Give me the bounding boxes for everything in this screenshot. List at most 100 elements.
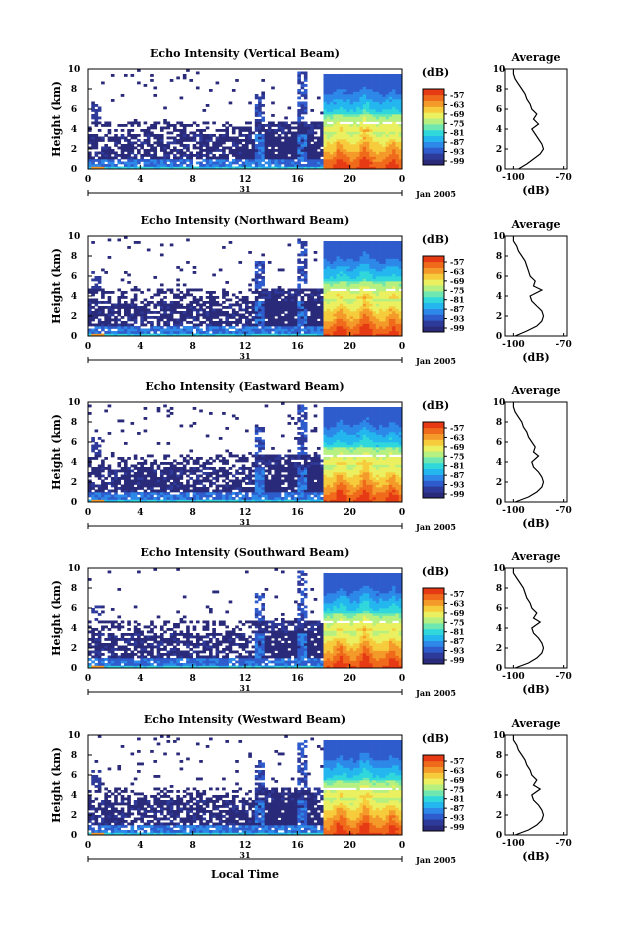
heatmap-cell xyxy=(297,79,301,82)
heatmap-cell xyxy=(379,309,383,312)
heatmap-cell xyxy=(317,309,321,312)
heatmap-cell xyxy=(373,107,377,110)
heatmap-cell xyxy=(242,149,246,152)
heatmap-cell xyxy=(137,475,141,478)
heatmap-cell xyxy=(108,311,112,314)
heatmap-cell xyxy=(238,314,242,317)
heatmap-cell xyxy=(157,410,161,413)
heatmap-cell xyxy=(274,289,278,292)
heatmap-cell xyxy=(369,259,373,262)
heatmap-cell xyxy=(196,162,200,165)
heatmap-cell xyxy=(157,162,161,165)
heatmap-cell xyxy=(88,472,92,475)
heatmap-cell xyxy=(176,470,180,473)
heatmap-cell xyxy=(170,326,174,329)
heatmap-cell xyxy=(98,129,102,132)
heatmap-cell xyxy=(356,139,360,142)
heatmap-cell xyxy=(376,142,380,145)
heatmap-cell xyxy=(271,289,275,292)
heatmap-cell xyxy=(301,147,305,150)
heatmap-cell xyxy=(333,134,337,137)
heatmap-cell xyxy=(193,132,197,135)
heatmap-cell xyxy=(386,249,390,252)
heatmap-cell xyxy=(222,475,226,478)
heatmap-cell xyxy=(163,467,167,470)
heatmap-cell xyxy=(373,261,377,264)
heatmap-cell xyxy=(137,309,141,312)
heatmap-cell xyxy=(366,147,370,150)
heatmap-cell xyxy=(297,124,301,127)
heatmap-cell xyxy=(343,316,347,319)
heatmap-cell xyxy=(337,241,341,244)
heatmap-cell xyxy=(245,157,249,160)
heatmap-cell xyxy=(366,264,370,267)
colorbar-unit: (dB) xyxy=(422,66,449,79)
heatmap-cell xyxy=(114,470,118,473)
heatmap-cell xyxy=(160,134,164,137)
heatmap-cell xyxy=(324,286,328,289)
heatmap-cell xyxy=(350,99,354,102)
heatmap-cell xyxy=(258,329,262,332)
heatmap-cell xyxy=(271,299,275,302)
heatmap-cell xyxy=(144,329,148,332)
heatmap-cell xyxy=(376,324,380,327)
heatmap-cell xyxy=(140,321,144,324)
heatmap-cell xyxy=(176,294,180,297)
heatmap-cell xyxy=(366,329,370,332)
heatmap-cell xyxy=(304,164,308,167)
heatmap-cell xyxy=(333,157,337,160)
heatmap-cell xyxy=(343,261,347,264)
heatmap-cell xyxy=(261,269,265,272)
heatmap-cell xyxy=(343,299,347,302)
heatmap-cell xyxy=(382,256,386,259)
heatmap-cell xyxy=(366,109,370,112)
heatmap-cell xyxy=(284,299,288,302)
heatmap-cell xyxy=(333,162,337,165)
heatmap-cell xyxy=(284,134,288,137)
heatmap-cell xyxy=(212,482,216,485)
heatmap-cell xyxy=(304,301,308,304)
heatmap-cell xyxy=(212,157,216,160)
heatmap-cell xyxy=(343,281,347,284)
heatmap-cell xyxy=(301,124,305,127)
heatmap-cell xyxy=(245,299,249,302)
heatmap-cell xyxy=(333,296,337,299)
heatmap-cell xyxy=(163,301,167,304)
heatmap-cell xyxy=(353,266,357,269)
heatmap-cell xyxy=(222,487,226,490)
heatmap-cell xyxy=(353,142,357,145)
heatmap-cell xyxy=(284,301,288,304)
heatmap-cell xyxy=(281,152,285,155)
heatmap-cell xyxy=(127,314,131,317)
heatmap-cell xyxy=(346,124,350,127)
heatmap-cell xyxy=(340,296,344,299)
heatmap-cell xyxy=(330,104,334,107)
heatmap-cell xyxy=(170,490,174,493)
heatmap-cell xyxy=(104,497,108,500)
heatmap-cell xyxy=(314,321,318,324)
heatmap-cell xyxy=(173,294,177,297)
heatmap-cell xyxy=(193,470,197,473)
heatmap-cell xyxy=(376,256,380,259)
heatmap-cell xyxy=(395,114,399,117)
heatmap-cell xyxy=(350,79,354,82)
heatmap-cell xyxy=(163,152,167,155)
heatmap-cell xyxy=(373,89,377,92)
heatmap-cell xyxy=(163,482,167,485)
heatmap-cell xyxy=(212,492,216,495)
heatmap-cell xyxy=(346,94,350,97)
heatmap-cell xyxy=(389,324,393,327)
heatmap-cell xyxy=(137,134,141,137)
heatmap-cell xyxy=(108,492,112,495)
heatmap-cell xyxy=(359,274,363,277)
heatmap-cell xyxy=(245,159,249,162)
heatmap-cell xyxy=(346,84,350,87)
heatmap-cell xyxy=(363,94,367,97)
heatmap-cell xyxy=(180,134,184,137)
heatmap-cell xyxy=(340,301,344,304)
heatmap-cell xyxy=(353,104,357,107)
heatmap-cell xyxy=(337,309,341,312)
heatmap-cell xyxy=(157,492,161,495)
x-tick-label: 20 xyxy=(343,175,356,185)
heatmap-cell xyxy=(261,276,265,279)
